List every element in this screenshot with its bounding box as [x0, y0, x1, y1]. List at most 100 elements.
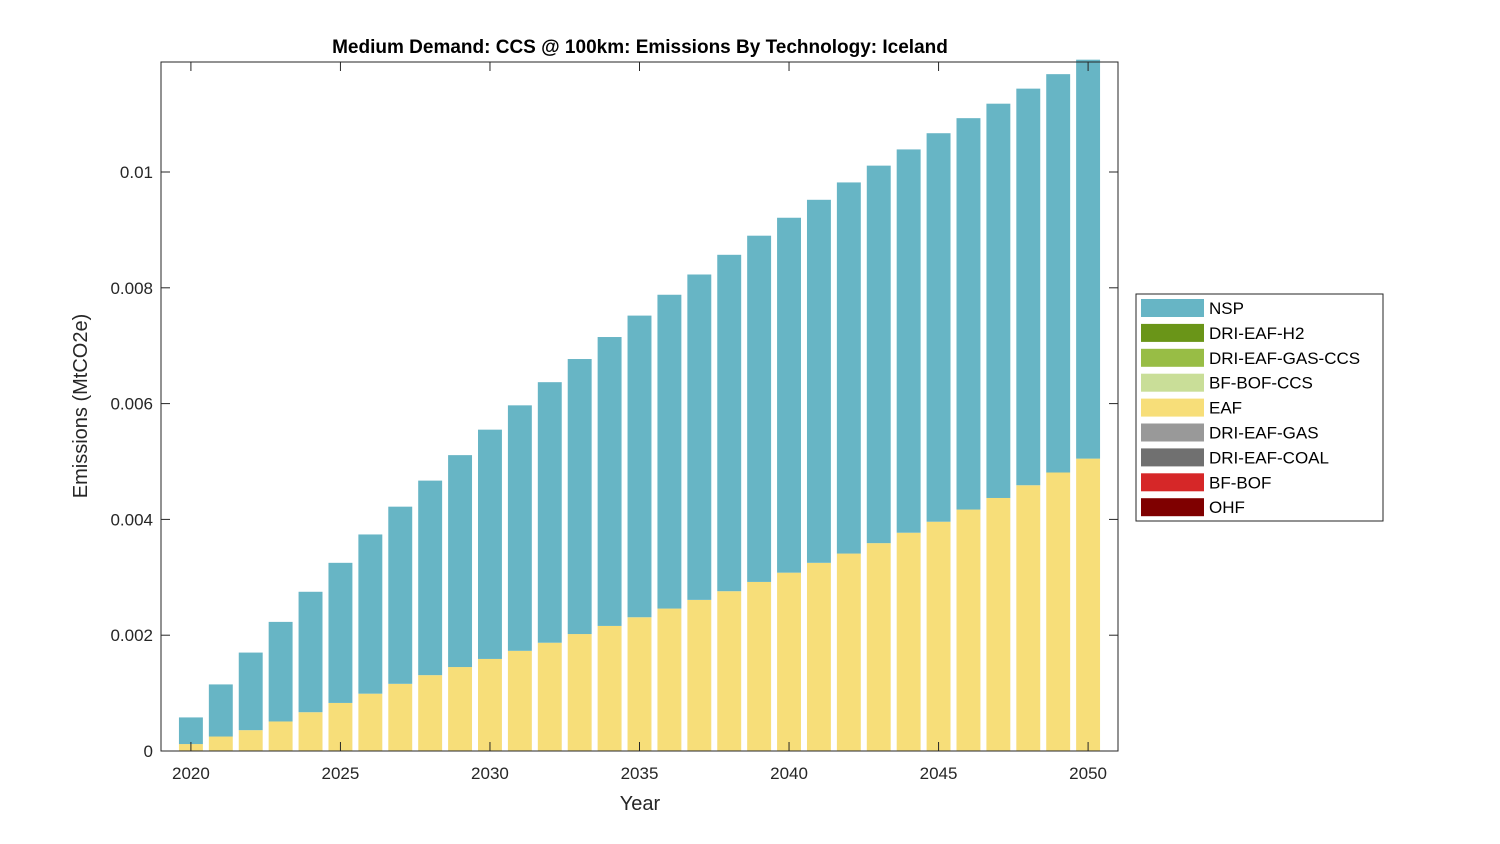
legend-label-dri-eaf-gas: DRI-EAF-GAS [1209, 424, 1319, 443]
legend-swatch-bf-bof [1141, 473, 1204, 492]
legend-label-dri-eaf-h2: DRI-EAF-H2 [1209, 324, 1304, 343]
bar-nsp-2021 [208, 684, 233, 737]
x-axis: 2020 2025 2030 2035 2040 2045 2050 [172, 62, 1107, 783]
bar-nsp-2043 [866, 165, 891, 544]
bar-eaf-2041 [806, 562, 831, 751]
legend-swatch-eaf [1141, 398, 1204, 417]
bar-nsp-2024 [298, 591, 323, 713]
bar-eaf-2033 [567, 634, 592, 751]
bar-nsp-2038 [717, 254, 742, 592]
bar-eaf-2030 [478, 658, 502, 751]
bar-nsp-2032 [537, 382, 562, 643]
bar-eaf-2048 [1016, 485, 1041, 751]
bar-eaf-2028 [418, 675, 443, 751]
bar-eaf-2042 [836, 553, 861, 751]
legend-swatch-ohf [1141, 498, 1204, 517]
bar-eaf-2037 [687, 599, 712, 751]
bar-eaf-2045 [926, 521, 951, 751]
x-tick-label: 2035 [621, 764, 659, 783]
bar-eaf-2035 [627, 617, 652, 751]
legend-swatch-dri-eaf-coal [1141, 448, 1204, 467]
bar-nsp-2027 [388, 506, 413, 684]
legend-label-dri-eaf-coal: DRI-EAF-COAL [1209, 448, 1329, 467]
legend-label-nsp: NSP [1209, 299, 1244, 318]
y-tick-label: 0 [144, 742, 153, 761]
bar-nsp-2028 [418, 480, 443, 676]
bar-nsp-2037 [687, 274, 712, 600]
x-tick-label: 2025 [322, 764, 360, 783]
bar-nsp-2022 [238, 652, 263, 731]
bar-eaf-2050 [1076, 458, 1101, 751]
bar-eaf-2043 [866, 543, 891, 751]
x-tick-label: 2050 [1069, 764, 1107, 783]
bar-eaf-2044 [896, 532, 921, 751]
bar-nsp-2040 [777, 217, 801, 573]
x-tick-label: 2045 [920, 764, 958, 783]
bar-nsp-2030 [478, 429, 502, 659]
bar-eaf-2034 [597, 625, 622, 751]
bar-eaf-2032 [537, 642, 562, 751]
bars-group [178, 59, 1101, 751]
y-tick-label: 0.01 [120, 163, 153, 182]
bar-eaf-2036 [657, 608, 682, 751]
legend-label-dri-eaf-gas-ccs: DRI-EAF-GAS-CCS [1209, 349, 1360, 368]
bar-eaf-2046 [956, 509, 981, 751]
x-axis-label: Year [620, 793, 661, 815]
bar-nsp-2045 [926, 133, 951, 522]
legend-swatch-nsp [1141, 299, 1204, 317]
bar-nsp-2036 [657, 294, 682, 609]
bar-eaf-2024 [298, 712, 323, 751]
bar-nsp-2046 [956, 118, 981, 510]
bar-nsp-2034 [597, 337, 622, 626]
bar-nsp-2041 [806, 199, 831, 563]
bar-eaf-2038 [717, 591, 742, 751]
legend-label-eaf: EAF [1209, 399, 1242, 418]
bar-nsp-2042 [836, 182, 861, 554]
y-tick-label: 0.004 [110, 510, 153, 529]
bar-nsp-2023 [268, 621, 293, 722]
legend-swatch-dri-eaf-gas-ccs [1141, 348, 1204, 367]
bar-nsp-2048 [1016, 88, 1041, 486]
bar-nsp-2047 [986, 103, 1011, 498]
bar-nsp-2020 [178, 717, 203, 745]
bar-nsp-2049 [1046, 74, 1071, 473]
bar-eaf-2049 [1046, 472, 1071, 751]
y-tick-label: 0.006 [110, 395, 153, 414]
x-tick-label: 2020 [172, 764, 210, 783]
y-axis-label: Emissions (MtCO2e) [70, 314, 92, 498]
legend: NSP DRI-EAF-H2 DRI-EAF-GAS-CCS BF-BOF-CCS EA… [1135, 293, 1384, 522]
bar-eaf-2026 [358, 693, 383, 751]
bar-nsp-2026 [358, 534, 383, 694]
legend-swatch-dri-eaf-h2 [1141, 323, 1204, 342]
bar-eaf-2031 [507, 650, 532, 751]
bar-eaf-2047 [986, 497, 1011, 751]
y-axis: 0 0.002 0.004 0.006 0.008 0.01 [110, 163, 1118, 761]
y-tick-label: 0.008 [110, 279, 153, 298]
bar-nsp-2031 [507, 405, 532, 651]
bar-nsp-2044 [896, 149, 921, 533]
legend-label-bf-bof: BF-BOF [1209, 473, 1271, 492]
bar-eaf-2025 [328, 702, 353, 751]
bar-nsp-2029 [448, 455, 473, 668]
bar-nsp-2033 [567, 359, 592, 635]
y-tick-label: 0.002 [110, 626, 153, 645]
bar-eaf-2021 [208, 736, 233, 751]
legend-label-ohf: OHF [1209, 498, 1245, 517]
bar-eaf-2039 [747, 581, 772, 751]
chart-title: Medium Demand: CCS @ 100km: Emissions By… [332, 37, 948, 58]
x-tick-label: 2030 [471, 764, 509, 783]
legend-swatch-bf-bof-ccs [1141, 373, 1204, 392]
bar-eaf-2027 [388, 683, 413, 751]
bar-nsp-2050 [1076, 59, 1101, 459]
bar-eaf-2023 [268, 721, 293, 751]
bar-eaf-2022 [238, 730, 263, 751]
bar-nsp-2035 [627, 315, 652, 618]
bar-eaf-2040 [777, 572, 801, 751]
legend-swatch-dri-eaf-gas [1141, 423, 1204, 442]
x-tick-label: 2040 [770, 764, 808, 783]
bar-nsp-2025 [328, 562, 353, 703]
bar-eaf-2029 [448, 667, 473, 751]
legend-label-bf-bof-ccs: BF-BOF-CCS [1209, 374, 1313, 393]
bar-nsp-2039 [747, 235, 772, 582]
